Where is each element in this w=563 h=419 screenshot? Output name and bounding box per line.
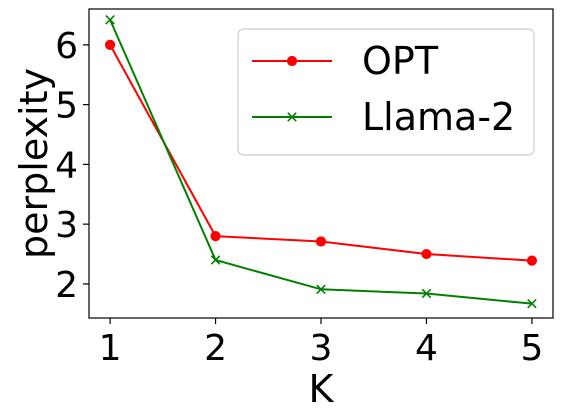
legend-marker-opt <box>286 55 298 67</box>
legend-label-opt: OPT <box>362 39 439 83</box>
data-point-llama-2 <box>105 14 115 25</box>
series-llama-2 <box>105 14 537 309</box>
data-point-llama-2 <box>210 255 221 265</box>
x-tick-label: 4 <box>415 328 438 369</box>
legend-label-llama-2: Llama-2 <box>362 95 515 139</box>
legend: OPT Llama-2 <box>237 28 535 156</box>
y-axis-ticks: 2 3 4 5 6 <box>55 26 89 306</box>
x-tick-label: 3 <box>310 328 333 369</box>
data-point-opt <box>526 255 538 266</box>
data-point-llama-2 <box>316 284 326 295</box>
data-point-llama-2 <box>421 288 432 299</box>
data-point-llama-2 <box>527 298 537 309</box>
y-tick-label: 3 <box>55 205 78 246</box>
data-point-opt <box>421 248 432 260</box>
legend-marker-llama-2 <box>287 112 297 122</box>
y-tick-label: 4 <box>55 145 78 186</box>
data-point-opt <box>104 39 116 50</box>
y-axis-title: perplexity <box>12 68 56 259</box>
x-axis-title: K <box>309 367 335 411</box>
series-opt <box>104 39 538 266</box>
data-point-opt <box>315 236 327 247</box>
data-point-opt <box>210 231 221 242</box>
x-tick-label: 5 <box>520 328 543 369</box>
x-tick-label: 2 <box>204 328 227 369</box>
x-axis-ticks: 1 2 3 4 5 <box>99 318 543 369</box>
y-tick-label: 6 <box>55 26 78 67</box>
plot-marks <box>104 14 538 309</box>
x-tick-label: 1 <box>99 328 122 369</box>
y-tick-label: 5 <box>55 86 78 127</box>
y-tick-label: 2 <box>55 265 78 306</box>
